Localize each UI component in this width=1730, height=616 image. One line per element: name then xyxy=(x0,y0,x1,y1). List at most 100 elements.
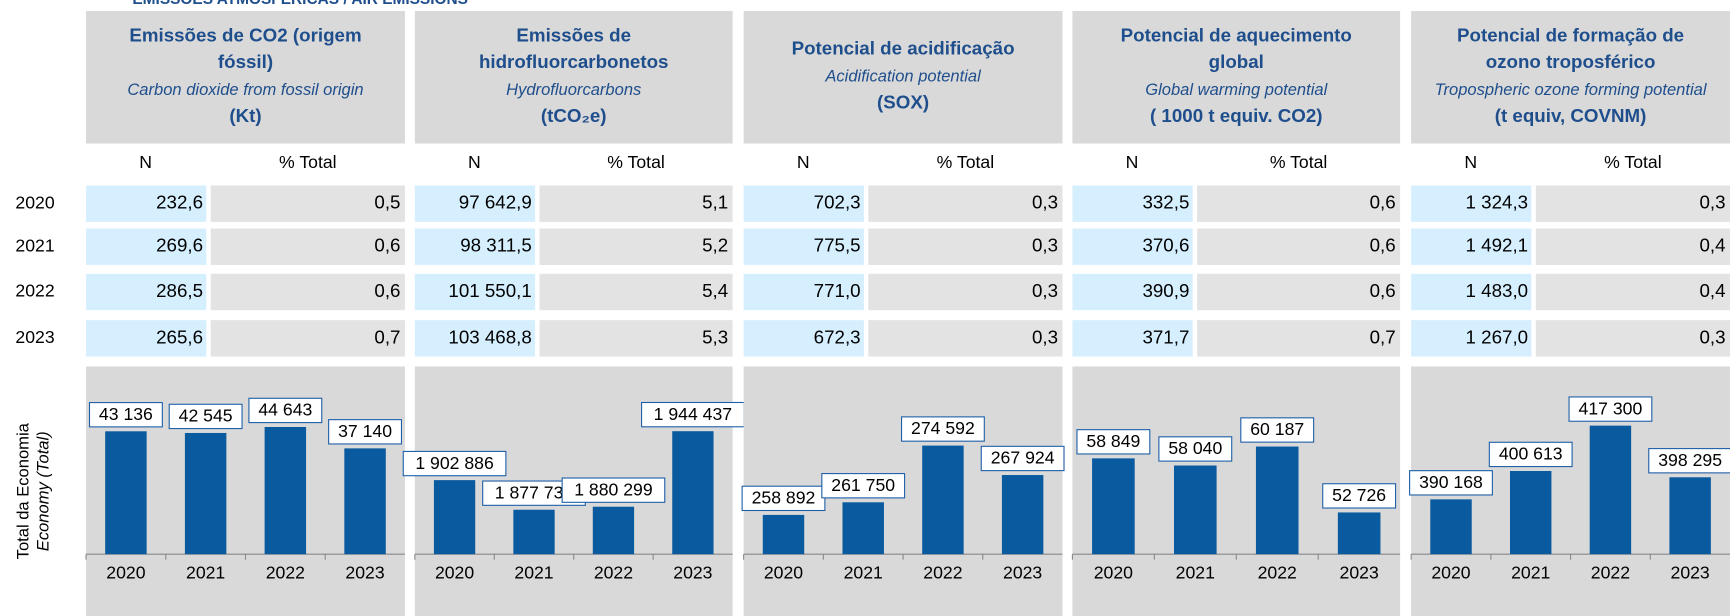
data-label: 37 140 xyxy=(338,421,392,441)
n-cell xyxy=(1411,228,1532,265)
bar xyxy=(1001,475,1044,555)
header-bg xyxy=(414,11,733,144)
pct-cell xyxy=(1535,228,1730,265)
pct-value: 0,3 xyxy=(1700,192,1726,213)
n-cell xyxy=(414,320,536,357)
pct-value: 5,3 xyxy=(702,326,728,347)
pct-value: 5,4 xyxy=(702,280,728,301)
bar xyxy=(344,448,386,555)
pct-value: 5,1 xyxy=(702,192,728,213)
pct-cell xyxy=(539,320,733,357)
data-label-box xyxy=(402,450,507,477)
bar xyxy=(672,431,714,555)
n-cell xyxy=(1411,320,1532,357)
bar xyxy=(1092,458,1135,555)
group-subtitle: Global warming potential xyxy=(1145,80,1328,99)
n-value: 1 483,0 xyxy=(1466,280,1529,301)
x-tick-label: 2020 xyxy=(1431,563,1470,583)
bar xyxy=(922,445,964,555)
group-unit: (tCO₂e) xyxy=(541,105,607,126)
bar xyxy=(1430,499,1472,555)
n-value: 1 324,3 xyxy=(1466,192,1529,213)
x-tick-label: 2020 xyxy=(435,563,474,583)
n-value: 371,7 xyxy=(1142,326,1189,347)
pct-value: 0,7 xyxy=(374,326,400,347)
year-label: 2021 xyxy=(15,235,54,255)
n-value: 101 550,1 xyxy=(448,280,531,301)
pct-value: 0,3 xyxy=(1032,235,1058,256)
pct-value: 0,4 xyxy=(1700,235,1726,256)
n-cell xyxy=(743,185,864,222)
pct-cell xyxy=(1535,320,1730,357)
x-tick-label: 2020 xyxy=(764,563,803,583)
n-value: 702,3 xyxy=(814,192,861,213)
n-value: 332,5 xyxy=(1142,192,1189,213)
year-label: 2022 xyxy=(15,281,54,301)
x-tick-label: 2020 xyxy=(1094,563,1133,583)
column-header: N xyxy=(139,152,152,172)
pct-cell xyxy=(868,273,1063,311)
data-label-box xyxy=(641,401,745,428)
group-title: Potencial de acidificação xyxy=(792,38,1015,59)
n-cell xyxy=(414,273,536,311)
data-label-box xyxy=(561,477,666,503)
group-title: hidrofluorcarbonetos xyxy=(479,51,669,72)
n-cell xyxy=(86,273,207,311)
data-label: 390 168 xyxy=(1419,472,1483,492)
column-header: N xyxy=(1126,152,1139,172)
data-label: 44 643 xyxy=(258,400,312,420)
bar xyxy=(1174,465,1217,555)
column-header: N xyxy=(468,152,481,172)
group-unit: (t equiv, COVNM) xyxy=(1495,105,1647,126)
data-label: 261 750 xyxy=(831,475,895,495)
pct-cell xyxy=(539,228,733,265)
pct-value: 0,5 xyxy=(374,192,400,213)
data-label-box xyxy=(821,473,906,499)
pct-value: 0,3 xyxy=(1032,192,1058,213)
group-title: fóssil) xyxy=(218,51,273,72)
n-cell xyxy=(1411,185,1532,222)
data-label: 400 613 xyxy=(1499,444,1563,464)
pct-value: 0,4 xyxy=(1700,280,1726,301)
n-value: 370,6 xyxy=(1142,235,1189,256)
group-title: global xyxy=(1209,51,1264,72)
pct-cell xyxy=(539,185,733,222)
data-label: 258 892 xyxy=(752,488,816,508)
bar xyxy=(592,506,635,555)
group-subtitle: Hydrofluorcarbons xyxy=(506,80,641,99)
group-title: Potencial de formação de xyxy=(1457,24,1684,45)
pct-value: 0,3 xyxy=(1032,326,1058,347)
row-label: Total da Economia Economy (Total) xyxy=(14,422,53,559)
column-header: % Total xyxy=(1270,152,1328,172)
n-value: 771,0 xyxy=(814,280,861,301)
n-value: 390,9 xyxy=(1142,280,1189,301)
data-label: 42 545 xyxy=(179,406,233,426)
n-cell xyxy=(414,185,536,222)
pct-value: 0,6 xyxy=(374,280,400,301)
bar xyxy=(105,431,147,555)
row-label-en: Economy (Total) xyxy=(34,431,53,551)
x-tick-label: 2021 xyxy=(1176,563,1215,583)
n-cell xyxy=(743,273,864,311)
data-label-box xyxy=(900,416,985,442)
group-title: Emissões de CO2 (origem xyxy=(129,24,361,45)
bar xyxy=(1589,425,1632,555)
x-tick-label: 2021 xyxy=(186,563,225,583)
data-label-box xyxy=(1158,436,1233,462)
pct-cell xyxy=(868,185,1063,222)
x-tick-label: 2021 xyxy=(514,563,553,583)
column-header: % Total xyxy=(607,152,665,172)
data-label: 60 187 xyxy=(1250,419,1304,439)
pct-cell xyxy=(210,185,405,222)
column-header: % Total xyxy=(279,152,337,172)
n-value: 1 267,0 xyxy=(1466,326,1529,347)
data-label: 267 924 xyxy=(991,448,1055,468)
pct-cell xyxy=(1535,273,1730,311)
x-tick-label: 2023 xyxy=(1003,563,1042,583)
x-tick-label: 2022 xyxy=(1591,563,1630,583)
x-tick-label: 2023 xyxy=(673,563,712,583)
data-label-box xyxy=(168,403,243,430)
column-header: N xyxy=(1464,152,1477,172)
pct-cell xyxy=(1197,228,1401,265)
bar xyxy=(513,509,555,555)
